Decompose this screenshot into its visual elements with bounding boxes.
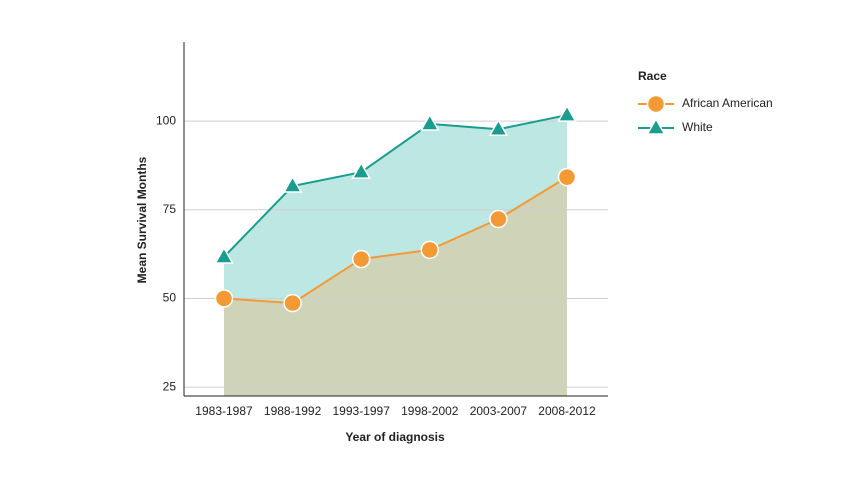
y-tick-label: 25 [163, 379, 177, 393]
areas [224, 115, 567, 397]
legend-title: Race [638, 69, 667, 83]
legend-label: White [682, 120, 713, 134]
x-tick-label: 2008-2012 [538, 404, 596, 418]
legend-marker [646, 117, 666, 135]
x-tick-label: 1988-1992 [264, 404, 322, 418]
markers [214, 104, 577, 313]
point [420, 113, 440, 131]
point [488, 118, 509, 137]
point [214, 246, 234, 264]
point [489, 209, 508, 229]
x-tick-label: 1998-2002 [401, 404, 459, 418]
line [223, 114, 568, 258]
point [557, 167, 577, 187]
y-tick-label: 50 [163, 291, 177, 305]
x-tick-label: 2003-2007 [470, 404, 528, 418]
point [420, 240, 440, 260]
point [214, 289, 234, 308]
legend-label: African American [682, 96, 773, 110]
point [282, 175, 303, 193]
line [223, 176, 568, 305]
x-axis-title: Year of diagnosis [345, 430, 445, 444]
area [224, 177, 567, 396]
grid [184, 120, 608, 388]
point [557, 104, 577, 122]
point [283, 293, 302, 313]
point [351, 161, 371, 179]
y-axis-title: Mean Survival Months [135, 156, 149, 283]
point [351, 249, 371, 269]
y-tick-label: 75 [163, 202, 177, 216]
y-tick-label: 100 [156, 113, 176, 127]
legend-marker [646, 94, 666, 114]
x-tick-label: 1993-1997 [333, 404, 391, 418]
x-tick-label: 1983-1987 [195, 404, 253, 418]
